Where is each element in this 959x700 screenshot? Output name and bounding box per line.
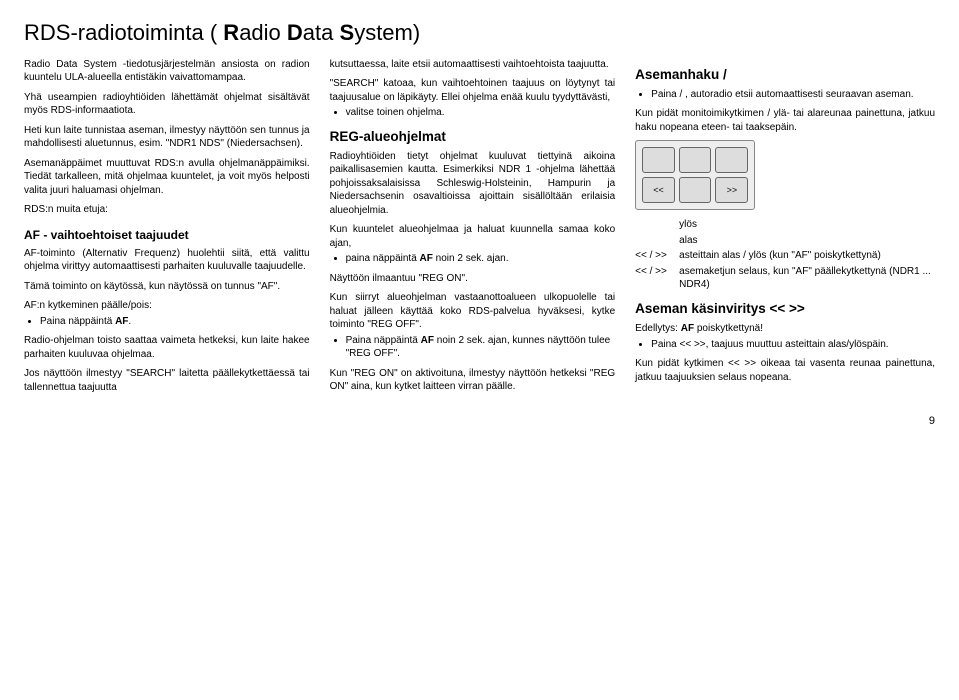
c3-ul2: Paina << >>, taajuus muuttuu asteittain … <box>635 338 935 352</box>
c1-p8: AF:n kytkeminen päälle/pois: <box>24 299 310 313</box>
c1-p1: Radio Data System -tiedotusjärjestelmän … <box>24 58 310 85</box>
c2-li2: paina näppäintä AF noin 2 sek. ajan. <box>346 252 616 266</box>
title-txt-2: adio <box>239 20 287 45</box>
c3-li1: Paina / , autoradio etsii automaattisest… <box>651 88 935 102</box>
page-number: 9 <box>24 414 935 429</box>
c2-li3-a: Paina näppäintä <box>346 335 421 346</box>
c1-p5: RDS:n muita etuja: <box>24 203 310 217</box>
c2-p3: Radioyhtiöiden tietyt ohjelmat kuuluvat … <box>330 150 616 218</box>
c1-li1-c: . <box>128 316 131 327</box>
c1-p9: Radio-ohjelman toisto saattaa vaimeta he… <box>24 334 310 361</box>
c1-p4: Asemanäppäimet muuttuvat RDS:n avulla oh… <box>24 157 310 198</box>
legend-txt-chain: asemaketjun selaus, kun "AF" päällekytke… <box>679 265 935 292</box>
c1-li1-a: Paina näppäintä <box>40 316 115 327</box>
legend: ylös alas << / >> asteittain alas / ylös… <box>635 218 935 292</box>
c2-p7: Kun "REG ON" on aktivoituna, ilmestyy nä… <box>330 367 616 394</box>
title-bold-3: D <box>287 20 303 45</box>
legend-txt-down: alas <box>679 234 935 248</box>
seek-button-diagram: << >> <box>635 140 755 210</box>
title-bold-5: S <box>340 20 355 45</box>
c3-p2-b: AF <box>681 323 694 334</box>
c1-p2: Yhä useampien radioyhtiöiden lähettämät … <box>24 91 310 118</box>
legend-sym-down <box>635 234 679 248</box>
c2-p1: kutsuttaessa, laite etsii automaattisest… <box>330 58 616 72</box>
c1-p7: Tämä toiminto on käytössä, kun näytössä … <box>24 280 310 294</box>
c1-p6: AF-toiminto (Alternativ Frequenz) huoleh… <box>24 247 310 274</box>
c3-p3: Kun pidät kytkimen << >> oikeaa tai vase… <box>635 357 935 384</box>
diagram-down-icon <box>679 177 712 203</box>
c3-li2: Paina << >>, taajuus muuttuu asteittain … <box>651 338 935 352</box>
diagram-next-icon: >> <box>715 177 748 203</box>
page-title: RDS-radiotoiminta ( Radio Data System) <box>24 18 935 48</box>
c2-p6: Kun siirryt alueohjelman vastaanottoalue… <box>330 291 616 332</box>
c2-li3-b: AF <box>421 335 434 346</box>
c3-p2-a: Edellytys: <box>635 323 681 334</box>
title-txt-4: ata <box>303 20 340 45</box>
columns: Radio Data System -tiedotusjärjestelmän … <box>24 58 935 401</box>
title-bold-1: R <box>223 20 239 45</box>
c2-li2-c: noin 2 sek. ajan. <box>433 253 509 264</box>
c1-ul1: Paina näppäintä AF. <box>24 315 310 329</box>
c2-p4: Kun kuuntelet alueohjelmaa ja haluat kuu… <box>330 223 616 250</box>
c3-p1: Kun pidät monitoimikytkimen / ylä- tai a… <box>635 107 935 134</box>
column-2: kutsuttaessa, laite etsii automaattisest… <box>330 58 616 401</box>
legend-txt-step: asteittain alas / ylös (kun "AF" poiskyt… <box>679 249 935 263</box>
column-1: Radio Data System -tiedotusjärjestelmän … <box>24 58 310 401</box>
diagram-up-icon <box>679 147 712 173</box>
diagram-blank-2 <box>715 147 748 173</box>
column-3: Asemanhaku / Paina / , autoradio etsii a… <box>635 58 935 401</box>
c2-li3: Paina näppäintä AF noin 2 sek. ajan, kun… <box>346 334 616 361</box>
c2-li1: valitse toinen ohjelma. <box>346 106 616 120</box>
c2-li2-a: paina näppäintä <box>346 253 420 264</box>
legend-row-down: alas <box>635 234 935 248</box>
diagram-prev-icon: << <box>642 177 675 203</box>
diagram-blank-1 <box>642 147 675 173</box>
legend-sym-chain: << / >> <box>635 265 679 292</box>
c2-p5: Näyttöön ilmaantuu "REG ON". <box>330 272 616 286</box>
c3-h2: Aseman käsinviritys << >> <box>635 300 935 318</box>
c1-li1-b: AF <box>115 316 128 327</box>
c2-ul2: paina näppäintä AF noin 2 sek. ajan. <box>330 252 616 266</box>
legend-row-chain: << / >> asemaketjun selaus, kun "AF" pää… <box>635 265 935 292</box>
legend-row-step: << / >> asteittain alas / ylös (kun "AF"… <box>635 249 935 263</box>
c2-li2-b: AF <box>420 253 433 264</box>
legend-txt-up: ylös <box>679 218 935 232</box>
legend-sym-step: << / >> <box>635 249 679 263</box>
c1-li1: Paina näppäintä AF. <box>40 315 310 329</box>
c3-h1: Asemanhaku / <box>635 66 935 84</box>
legend-sym-up <box>635 218 679 232</box>
c2-h1: REG-alueohjelmat <box>330 128 616 146</box>
c1-h1: AF - vaihtoehtoiset taajuudet <box>24 227 310 243</box>
c2-ul3: Paina näppäintä AF noin 2 sek. ajan, kun… <box>330 334 616 361</box>
c3-ul1: Paina / , autoradio etsii automaattisest… <box>635 88 935 102</box>
c1-p3: Heti kun laite tunnistaa aseman, ilmesty… <box>24 124 310 151</box>
legend-row-up: ylös <box>635 218 935 232</box>
c3-p2-c: poiskytkettynä! <box>694 323 763 334</box>
title-txt-6: ystem) <box>354 20 420 45</box>
c1-p10: Jos näyttöön ilmestyy "SEARCH" laitetta … <box>24 367 310 394</box>
c2-ul1: valitse toinen ohjelma. <box>330 106 616 120</box>
c2-p2: "SEARCH" katoaa, kun vaihtoehtoinen taaj… <box>330 77 616 104</box>
c3-p2: Edellytys: AF poiskytkettynä! <box>635 322 935 336</box>
